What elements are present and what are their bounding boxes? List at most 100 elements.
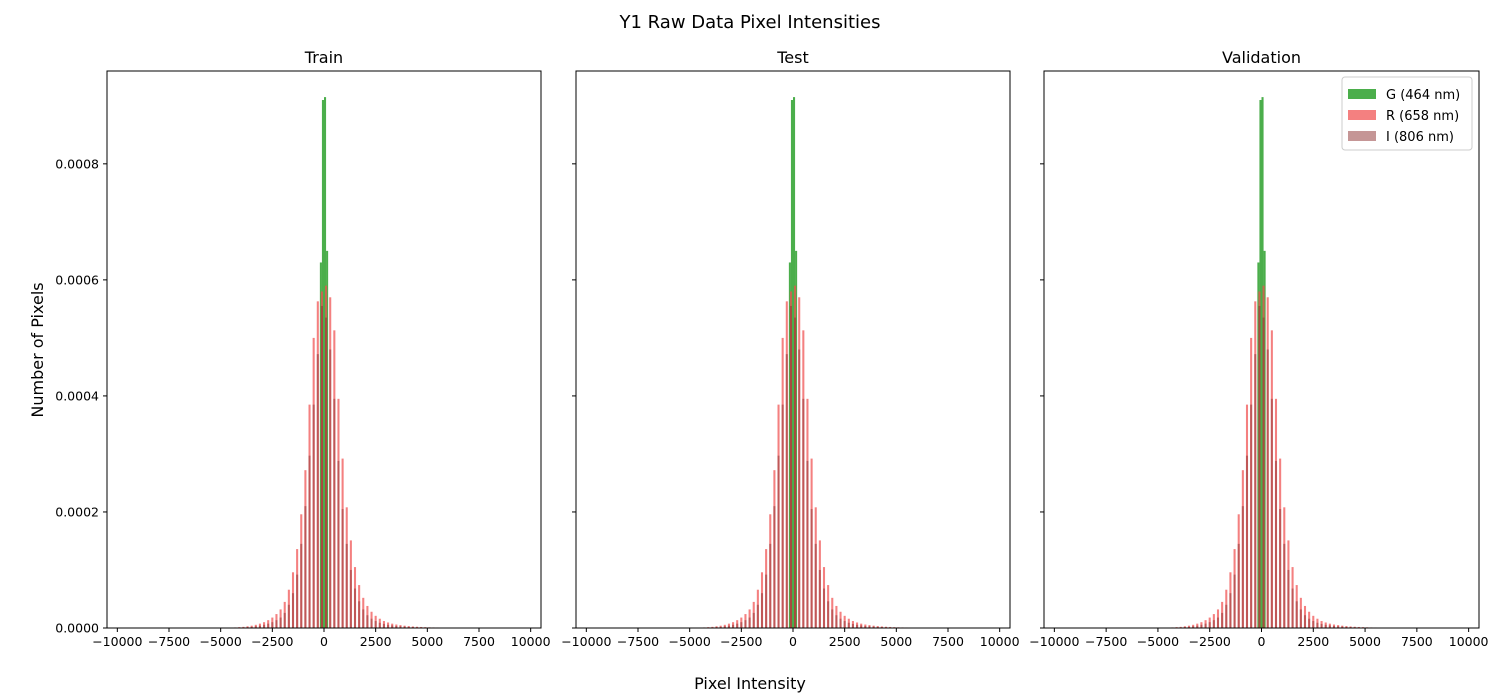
- histogram-bar: [387, 624, 390, 628]
- histogram-bar: [760, 593, 764, 628]
- x-tick-label: −10000: [92, 634, 142, 649]
- histogram-bar: [831, 609, 834, 628]
- histogram-bar: [283, 612, 286, 628]
- legend: G (464 nm) R (658 nm) I (806 nm): [1341, 76, 1473, 151]
- histogram-bar: [399, 626, 402, 628]
- histogram-bar: [756, 604, 759, 628]
- x-tick-label: −10000: [561, 634, 611, 649]
- legend-label: I (806 nm): [1386, 130, 1454, 145]
- x-tick-label: −5000: [200, 634, 242, 649]
- histogram-bar: [366, 615, 369, 628]
- histogram-bar: [1254, 354, 1257, 628]
- histogram-bar: [1270, 398, 1273, 628]
- histogram-bar: [382, 623, 385, 628]
- histogram-bar: [732, 624, 735, 628]
- histogram-bar: [843, 621, 846, 628]
- histogram-bar: [271, 622, 274, 628]
- histogram-bar: [1216, 617, 1220, 628]
- figure-title: Y1 Raw Data Pixel Intensities: [619, 12, 881, 33]
- x-tick-label: 2500: [1297, 634, 1329, 649]
- histogram-bar: [740, 622, 743, 628]
- y-tick-label: 0.0006: [55, 272, 99, 287]
- histogram-bar: [1208, 622, 1211, 628]
- histogram-bar: [407, 626, 410, 628]
- histogram-bar: [798, 349, 801, 628]
- histogram-bar: [1291, 588, 1294, 628]
- histogram-bar: [1187, 626, 1191, 628]
- histogram-bar: [789, 305, 792, 628]
- histogram-bar: [362, 609, 365, 628]
- y-tick-label: 0.0000: [55, 621, 99, 636]
- histogram-bar: [1299, 609, 1302, 628]
- histogram-bar: [1229, 593, 1232, 628]
- histogram-bar: [876, 626, 879, 628]
- panels: Train −10000 −7500 −5000 −2500 0 2500 5000 7500 1…: [55, 48, 1488, 649]
- histogram-bar: [868, 626, 871, 628]
- histogram-bar: [864, 625, 867, 628]
- x-tick-label: 5000: [1349, 634, 1381, 649]
- series-i: [703, 305, 921, 628]
- histogram-bar: [250, 626, 253, 628]
- histogram-bar: [1262, 317, 1265, 628]
- histogram-bar: [777, 455, 780, 628]
- histogram-bar: [814, 543, 817, 628]
- histogram-bar: [275, 620, 278, 628]
- histogram-bar: [325, 317, 328, 628]
- histogram-bar: [847, 622, 850, 628]
- histogram-bar: [333, 398, 336, 628]
- histogram-bar: [1258, 305, 1261, 628]
- histogram-bar: [391, 625, 394, 628]
- panel-title: Train: [304, 48, 343, 67]
- panel-title: Test: [776, 48, 809, 67]
- histogram-bar: [1261, 97, 1264, 629]
- histogram-bar: [329, 349, 332, 628]
- histogram-bar: [1259, 100, 1262, 628]
- histogram-bar: [250, 625, 253, 628]
- x-tick-label: 7500: [932, 634, 964, 649]
- histogram-bar: [1279, 509, 1282, 628]
- x-tick-label: 7500: [463, 634, 495, 649]
- x-tick-label: −5000: [669, 634, 711, 649]
- legend-label: G (464 nm): [1386, 88, 1460, 103]
- histogram-bar: [723, 626, 726, 628]
- x-tick-label: 10000: [1449, 634, 1489, 649]
- histogram-bar: [1212, 620, 1215, 628]
- x-tick-label: 2500: [360, 634, 392, 649]
- histogram-bar: [279, 617, 282, 628]
- x-tick-label: 5000: [411, 634, 443, 649]
- histogram-bar: [1245, 455, 1249, 628]
- histogram-bar: [1196, 625, 1199, 628]
- x-tick-label: 7500: [1401, 634, 1433, 649]
- histogram-bar: [308, 455, 311, 628]
- histogram-bar: [818, 569, 821, 628]
- histogram-bar: [254, 626, 257, 628]
- histogram-bar: [263, 624, 266, 628]
- histogram-bar: [1274, 460, 1278, 628]
- y-axis-label: Number of Pixels: [28, 282, 47, 417]
- histogram-bar: [326, 250, 329, 629]
- histogram-bar: [769, 543, 772, 628]
- legend-label: R (658 nm): [1386, 109, 1459, 124]
- histogram-bars: [703, 97, 921, 629]
- histogram-bar: [719, 626, 722, 628]
- histogram-bar: [395, 625, 398, 628]
- histogram-bar: [1332, 625, 1336, 628]
- histogram-bar: [370, 618, 373, 628]
- histogram-bar: [785, 354, 788, 628]
- histogram-bar: [341, 509, 344, 628]
- histogram-bar: [1324, 624, 1327, 628]
- histogram-bar: [316, 354, 319, 628]
- histogram-bar: [1221, 612, 1224, 628]
- x-axis-label: Pixel Intensity: [694, 674, 806, 693]
- histogram-bar: [296, 574, 299, 628]
- histogram-bar: [1241, 506, 1244, 628]
- histogram-bar: [291, 593, 295, 628]
- histogram-bar: [1187, 625, 1191, 628]
- histogram-bar: [719, 625, 722, 628]
- histogram-bar: [1237, 543, 1240, 628]
- histogram-bar: [312, 404, 315, 628]
- histogram-bar: [851, 623, 854, 628]
- x-tick-label: −7500: [148, 634, 190, 649]
- histogram-bar: [802, 398, 805, 628]
